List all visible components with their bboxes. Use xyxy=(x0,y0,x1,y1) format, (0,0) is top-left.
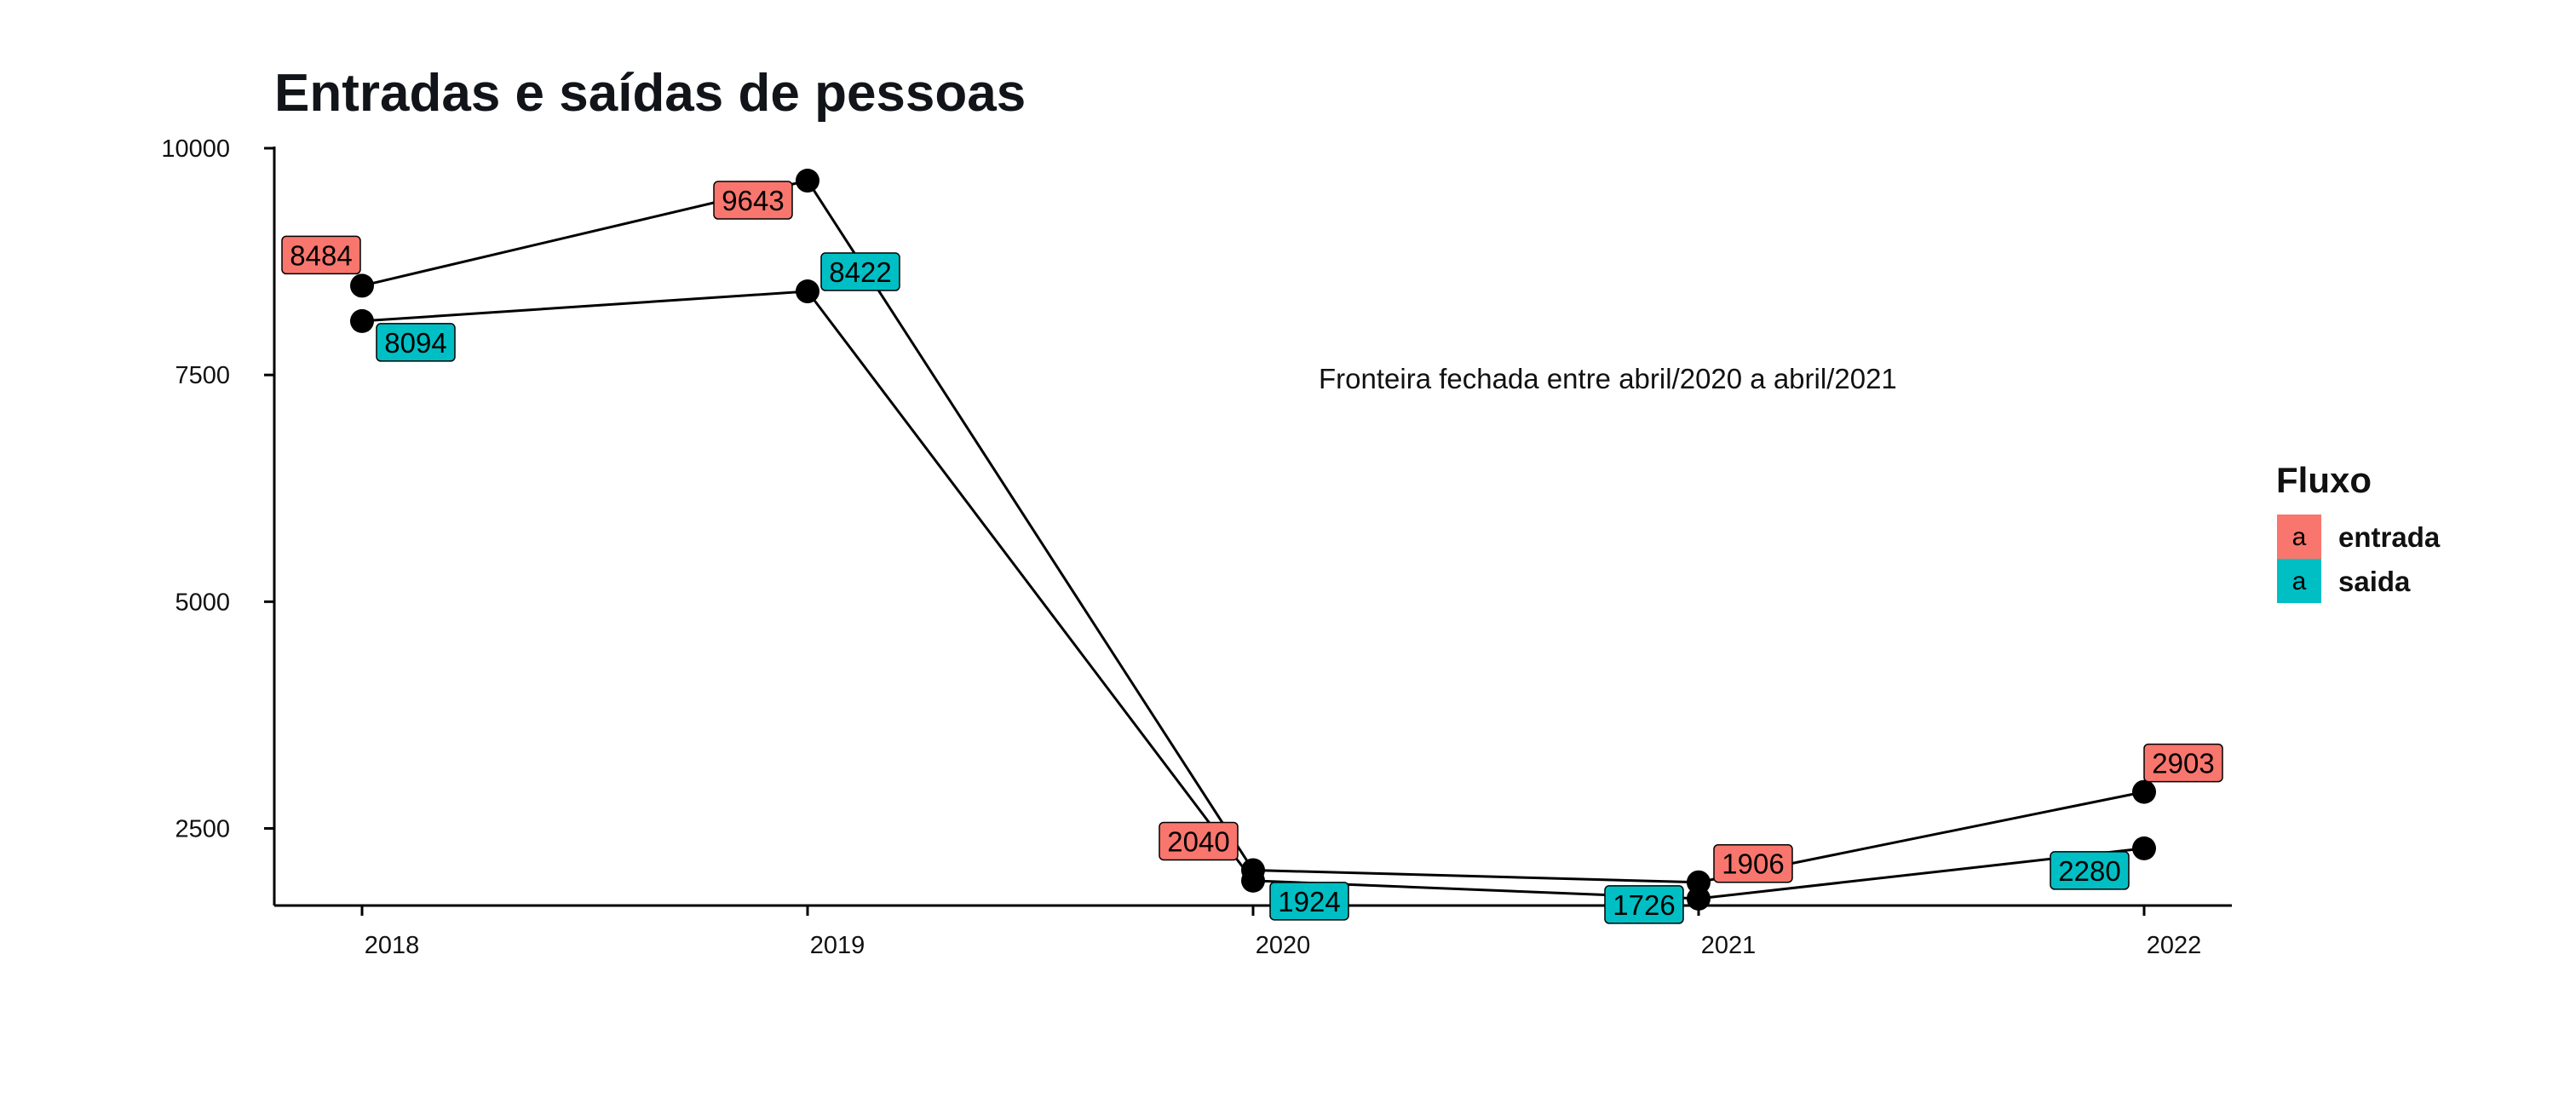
legend-label-entrada: entrada xyxy=(2338,521,2441,553)
legend: Fluxo a entrada a saida xyxy=(2276,460,2441,603)
data-label-box-entrada xyxy=(713,181,793,220)
data-label-saida: 8422 xyxy=(829,256,891,288)
data-point-saida xyxy=(1687,886,1711,911)
data-label-box-entrada xyxy=(1159,821,1239,861)
series-lines xyxy=(361,179,2145,900)
data-point-entrada xyxy=(1687,870,1711,894)
legend-key-glyph: a xyxy=(2292,523,2307,551)
legend-key-saida xyxy=(2277,559,2321,603)
data-label-box-entrada xyxy=(281,235,361,275)
series-line-entrada xyxy=(361,179,2145,884)
data-label-entrada: 1906 xyxy=(1722,848,1784,880)
legend-label-saida: saida xyxy=(2338,566,2411,597)
data-labels: 8484 9643 2040 1906 2903 8094 8422 1924 1726 2280 xyxy=(281,181,2223,924)
data-point-saida xyxy=(350,308,374,333)
data-point-saida xyxy=(796,279,819,304)
data-point-entrada xyxy=(350,273,374,298)
data-label-box-entrada xyxy=(2143,743,2223,783)
x-tick-label: 2022 xyxy=(2147,932,2202,959)
data-label-box-saida xyxy=(820,252,900,291)
data-point-entrada xyxy=(796,169,819,193)
chart-title: Entradas e saídas de pessoas xyxy=(274,64,1026,123)
y-tick-label: 10000 xyxy=(161,135,230,163)
y-tick-label: 7500 xyxy=(175,362,230,389)
data-label-entrada: 2903 xyxy=(2152,748,2214,779)
data-label-box-entrada xyxy=(1713,843,1793,883)
data-label-saida: 2280 xyxy=(2058,855,2120,887)
closure-annotation: Fronteira fechada entre abril/2020 a abr… xyxy=(1319,363,1897,394)
data-label-box-saida xyxy=(1604,885,1684,924)
x-tick-label: 2021 xyxy=(1701,932,1757,959)
x-tick-label: 2020 xyxy=(1256,932,1311,959)
y-tick-label: 5000 xyxy=(175,589,230,616)
legend-key-glyph: a xyxy=(2292,567,2307,595)
data-label-saida: 1924 xyxy=(1278,886,1340,917)
legend-key-entrada xyxy=(2277,515,2321,559)
series-points xyxy=(350,169,2156,911)
y-tick-label: 2500 xyxy=(175,816,230,843)
data-label-entrada: 2040 xyxy=(1167,825,1229,857)
x-tick-label: 2019 xyxy=(810,932,865,959)
data-label-entrada: 8484 xyxy=(290,239,352,271)
data-point-saida xyxy=(1241,868,1265,893)
axes: 2500 5000 7500 10000 2018 2019 2020 2021 2022 xyxy=(161,135,2232,959)
data-label-saida: 8094 xyxy=(384,327,446,359)
data-point-saida xyxy=(2132,836,2156,860)
legend-title: Fluxo xyxy=(2276,460,2372,500)
x-tick-label: 2018 xyxy=(365,932,420,959)
data-label-entrada: 9643 xyxy=(722,185,784,216)
data-label-box-saida xyxy=(2050,851,2130,890)
data-label-saida: 1726 xyxy=(1613,889,1675,921)
data-label-box-saida xyxy=(376,323,456,362)
data-label-box-saida xyxy=(1269,882,1349,921)
data-point-entrada xyxy=(2132,779,2156,804)
